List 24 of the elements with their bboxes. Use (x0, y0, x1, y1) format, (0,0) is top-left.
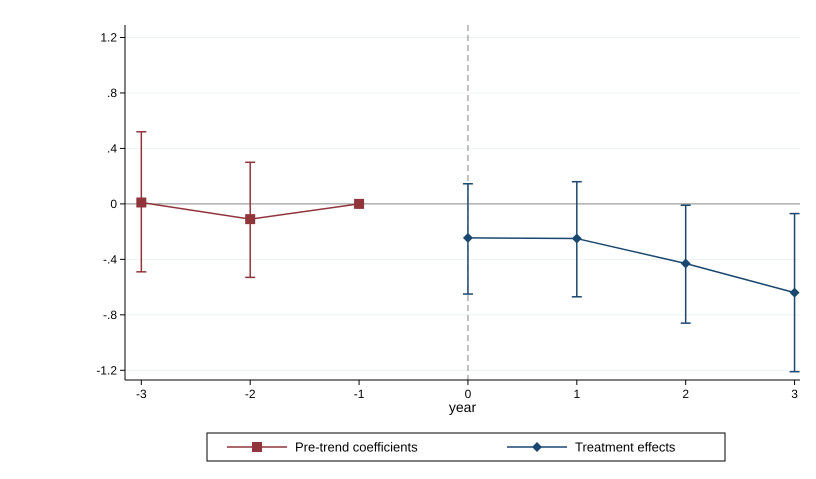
x-tick-label: 2 (682, 387, 690, 401)
y-tick-label: 0 (110, 197, 118, 212)
x-axis-title: year (448, 399, 476, 415)
point (790, 288, 800, 298)
y-tick-label: -.4 (102, 252, 118, 267)
y-tick-label: 1.2 (100, 30, 118, 45)
x-tick-label: -1 (354, 387, 365, 401)
legend-label: Pre-trend coefficients (295, 440, 418, 455)
x-tick-label: 1 (573, 387, 580, 401)
y-tick-label: .4 (106, 142, 118, 156)
x-tick-label: -2 (244, 387, 256, 401)
point (354, 198, 364, 209)
legend-label: Treatment effects (575, 440, 676, 455)
point (462, 232, 473, 243)
x-tick-label: -3 (136, 387, 147, 401)
y-tick-label: .8 (106, 86, 118, 100)
point (245, 214, 256, 224)
x-tick-label: 3 (791, 387, 798, 401)
y-tick-label: -1.2 (96, 363, 118, 378)
x-tick-label: 0 (464, 387, 472, 401)
y-tick-label: -.8 (102, 308, 118, 322)
point (680, 258, 691, 269)
point (136, 198, 146, 208)
point (572, 234, 582, 244)
